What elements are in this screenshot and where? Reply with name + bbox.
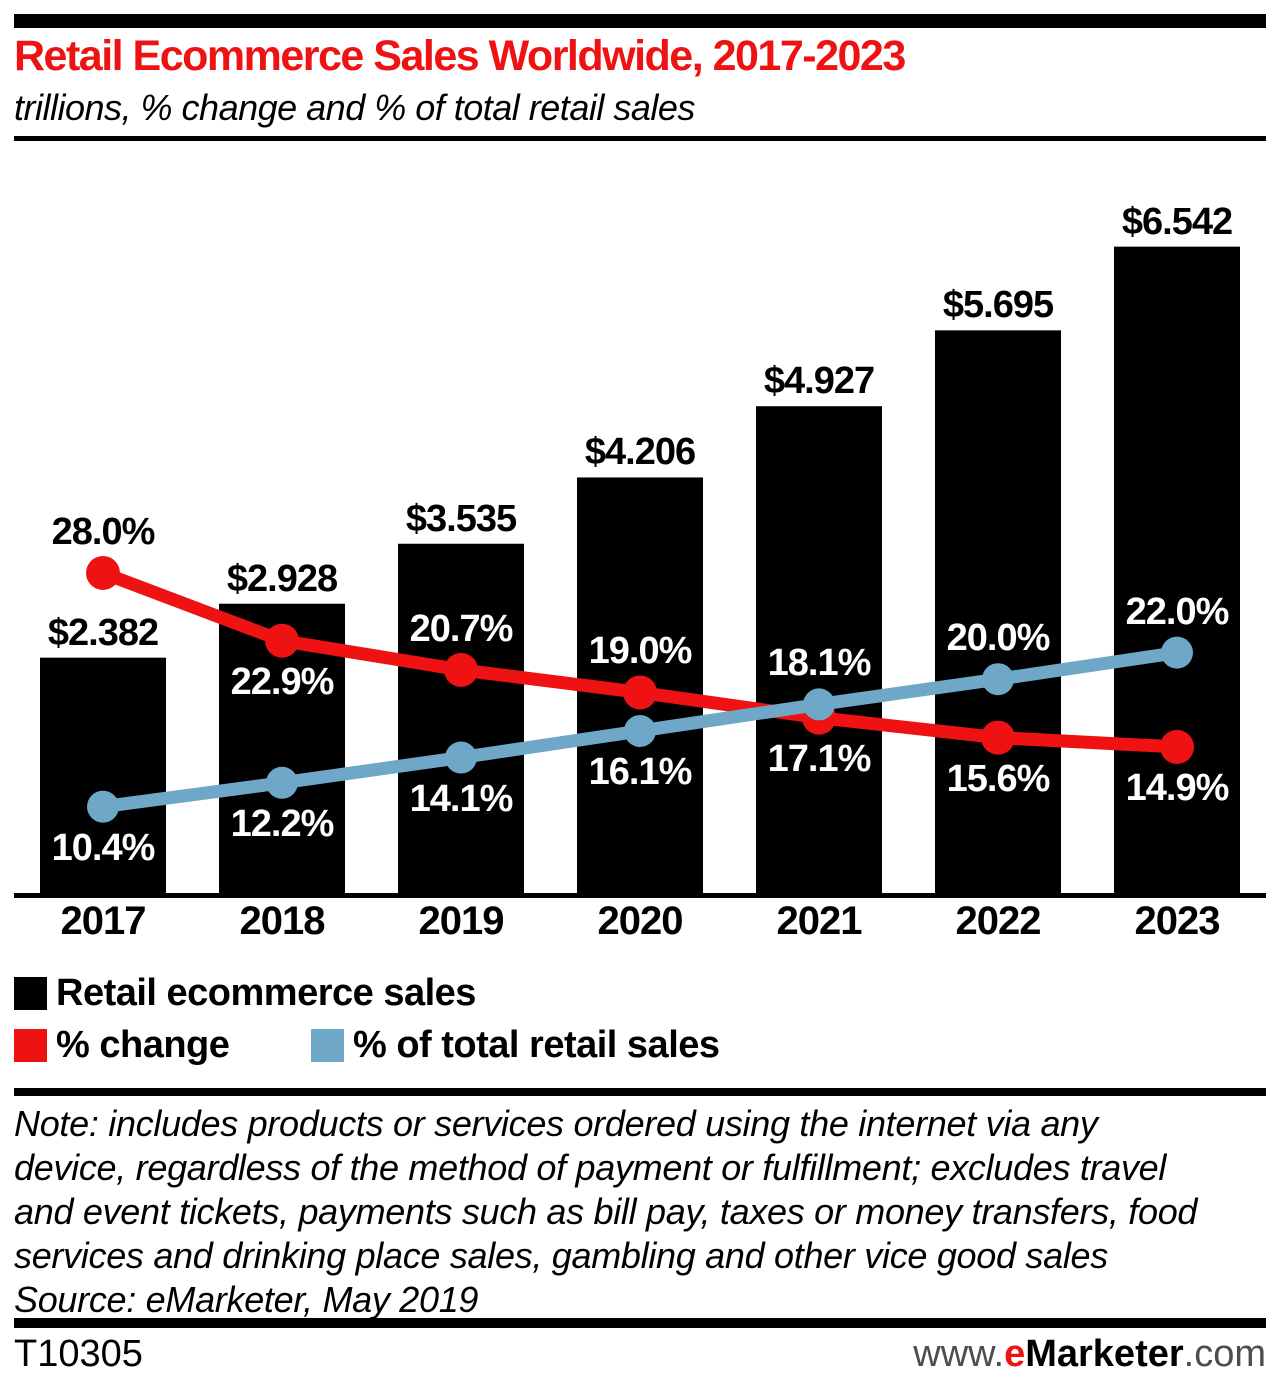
pct-change-label-2022: 15.6%: [946, 757, 1051, 800]
footer-site-url: www.eMarketer.com: [913, 1334, 1266, 1374]
pct-change-label-2017: 28.0%: [51, 510, 156, 553]
legend-item-retail-ecommerce-sales: Retail ecommerce sales: [14, 972, 476, 1015]
pct-change-dot-2023: [1160, 729, 1194, 764]
pct-change-label-2021: 17.1%: [767, 737, 872, 780]
legend-label-retail-ecommerce-sales: Retail ecommerce sales: [56, 972, 476, 1014]
x-axis-label-2017: 2017: [60, 899, 147, 943]
x-axis-label-2018: 2018: [239, 899, 326, 943]
header-top-bar: [14, 14, 1266, 28]
chart-canvas: [14, 246, 1266, 898]
pct-of-total-label-2020: 16.1%: [588, 750, 693, 793]
pct-of-total-dot-2017: [87, 790, 119, 823]
x-axis-label-2023: 2023: [1134, 899, 1221, 943]
bar-value-label-2017: $2.382: [47, 611, 159, 654]
pct-of-total-label-2023: 22.0%: [1125, 590, 1230, 633]
pct-of-total-label-2019: 14.1%: [409, 777, 514, 820]
pct-of-total-dot-2023: [1161, 636, 1193, 669]
bar-value-label-2018: $2.928: [226, 557, 338, 600]
legend-item-pct-change: % change: [14, 1024, 230, 1067]
note-line: and event tickets, payments such as bill…: [14, 1191, 1198, 1232]
site-www-prefix: www.: [913, 1333, 1005, 1375]
pct-change-label-2018: 22.9%: [230, 660, 335, 703]
pct-change-label-2020: 19.0%: [588, 630, 693, 673]
footer-divider: [14, 1318, 1266, 1328]
legend-swatch-blue: [311, 1029, 344, 1062]
bar-value-label-2023: $6.542: [1121, 200, 1233, 243]
chart-title: Retail Ecommerce Sales Worldwide, 2017-2…: [14, 32, 906, 80]
pct-change-dot-2017: [86, 555, 120, 590]
pct-of-total-dot-2022: [982, 663, 1014, 696]
pct-of-total-label-2018: 12.2%: [230, 802, 335, 845]
pct-of-total-dot-2018: [266, 766, 298, 799]
legend-swatch-red: [14, 1029, 47, 1062]
pct-of-total-dot-2019: [445, 741, 477, 774]
pct-of-total-dot-2021: [803, 688, 835, 721]
pct-change-dot-2022: [981, 720, 1015, 755]
x-axis-label-2021: 2021: [776, 899, 863, 943]
pct-change-dot-2018: [265, 623, 299, 658]
bar-value-label-2021: $4.927: [763, 360, 875, 403]
pct-change-label-2023: 14.9%: [1125, 766, 1230, 809]
pct-change-label-2019: 20.7%: [409, 607, 514, 650]
site-logo-marketer: Marketer: [1025, 1333, 1184, 1375]
x-axis-label-2019: 2019: [418, 899, 505, 943]
pct-change-dot-2019: [444, 652, 478, 687]
pct-change-dot-2020: [623, 675, 657, 710]
header-divider: [14, 136, 1266, 141]
note-divider: [14, 1088, 1266, 1096]
chart-labels-layer: $2.382 2017 28.0% 10.4% $2.928 2018 22.9% 12.2%…: [47, 200, 1233, 943]
x-axis-line: [14, 893, 1266, 898]
legend-label-pct-change: % change: [56, 1024, 230, 1066]
bar-value-label-2020: $4.206: [584, 431, 696, 474]
pct-of-total-dot-2020: [624, 714, 656, 747]
x-axis-label-2020: 2020: [597, 899, 684, 943]
note-block: Note: includes products or services orde…: [14, 1102, 1197, 1322]
source-line: Source: eMarketer, May 2019: [14, 1279, 479, 1320]
legend-swatch-black: [14, 977, 47, 1010]
site-logo-e: e: [1004, 1333, 1026, 1375]
pct-of-total-label-2017: 10.4%: [51, 826, 156, 869]
bar-2019: [398, 543, 524, 897]
bar-2021: [756, 406, 882, 897]
bar-value-label-2022: $5.695: [942, 284, 1054, 327]
bar-2023: [1114, 246, 1240, 898]
chart-subtitle: trillions, % change and % of total retai…: [14, 87, 695, 128]
note-line: Note: includes products or services orde…: [14, 1103, 1098, 1144]
note-line: services and drinking place sales, gambl…: [14, 1235, 1108, 1276]
bar-value-label-2019: $3.535: [405, 497, 517, 540]
site-com-suffix: .com: [1183, 1333, 1266, 1375]
footer-chart-code: T10305: [14, 1333, 143, 1375]
legend-item-pct-of-total-retail-sales: % of total retail sales: [311, 1024, 720, 1067]
note-line: device, regardless of the method of paym…: [14, 1147, 1167, 1188]
pct-of-total-label-2022: 20.0%: [946, 617, 1051, 660]
bar-2017: [40, 657, 166, 897]
legend-label-pct-of-total-retail-sales: % of total retail sales: [353, 1024, 720, 1066]
bar-2022: [935, 330, 1061, 898]
pct-of-total-label-2021: 18.1%: [767, 642, 872, 685]
x-axis-label-2022: 2022: [955, 899, 1042, 943]
